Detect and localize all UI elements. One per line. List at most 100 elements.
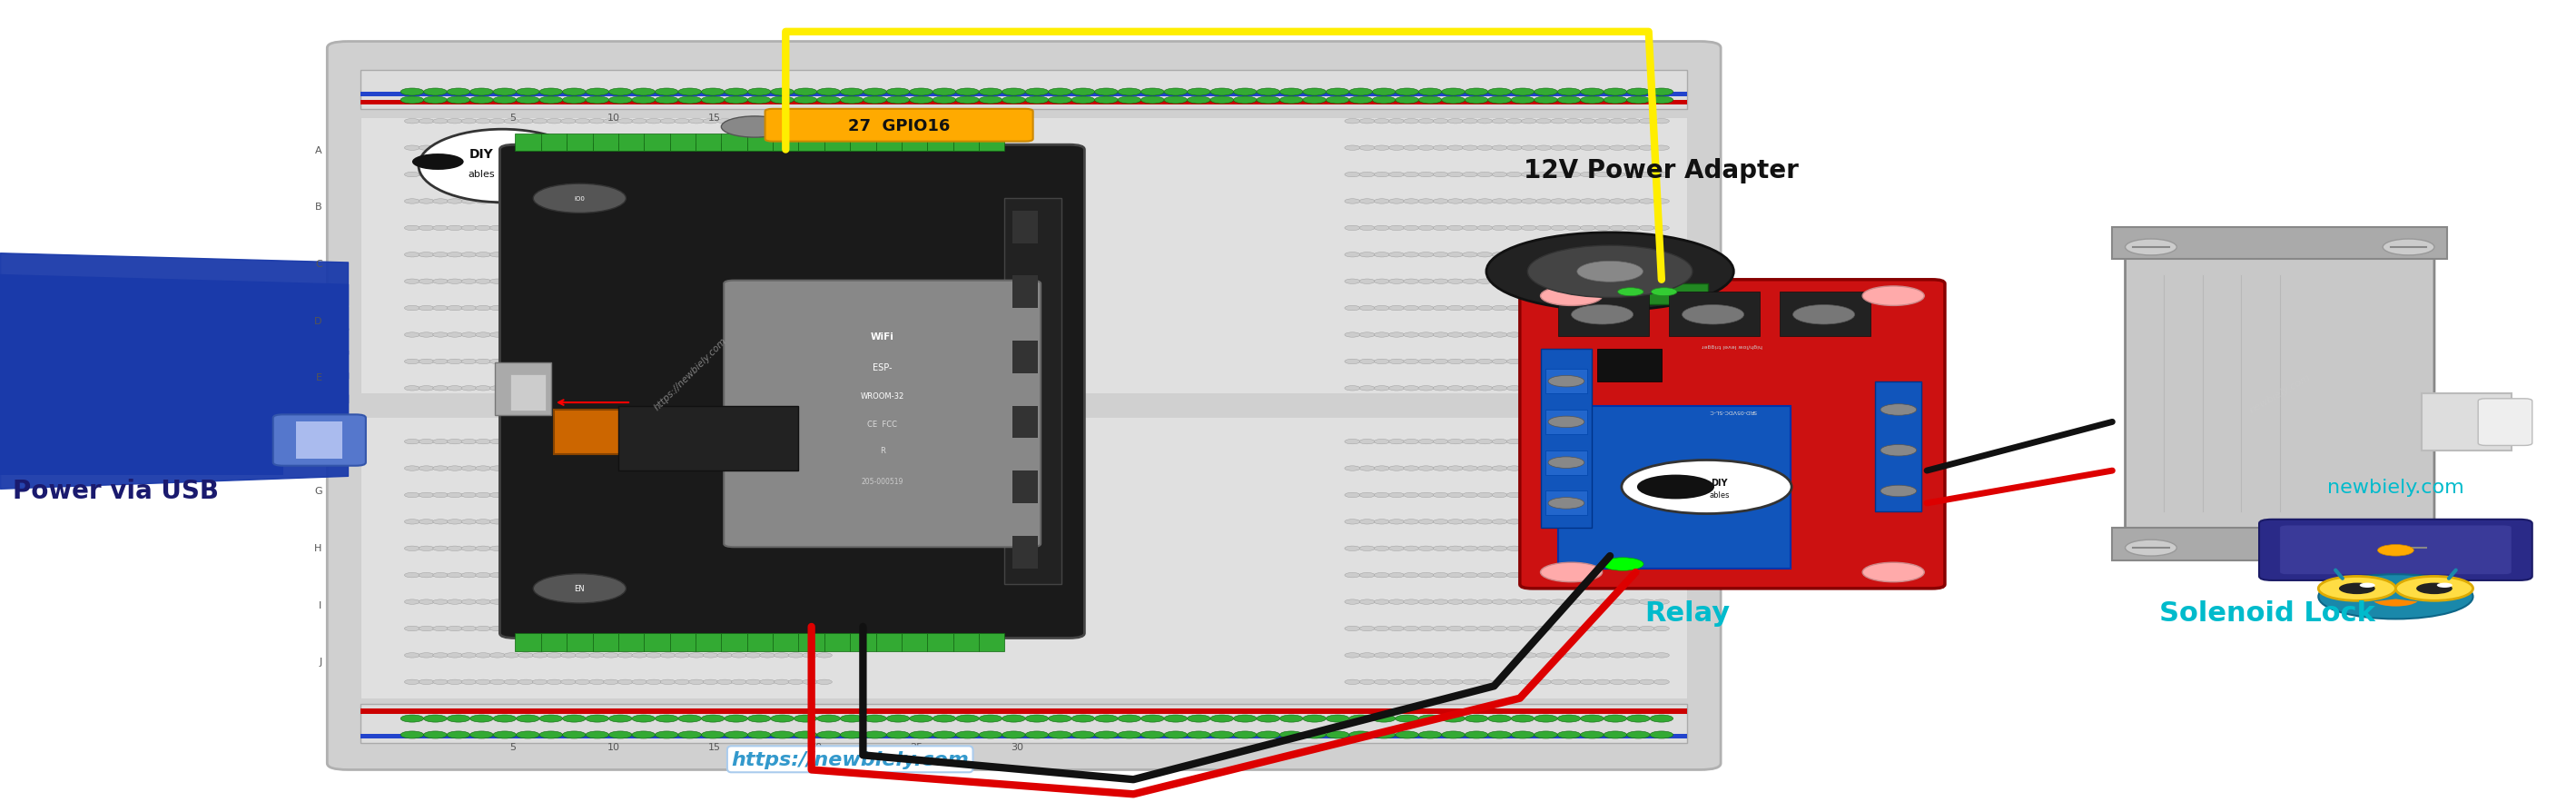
Circle shape bbox=[788, 493, 804, 498]
Circle shape bbox=[618, 333, 634, 338]
Circle shape bbox=[1303, 715, 1327, 723]
Circle shape bbox=[603, 493, 618, 498]
Circle shape bbox=[433, 520, 448, 525]
Circle shape bbox=[788, 360, 804, 365]
Circle shape bbox=[788, 520, 804, 525]
Circle shape bbox=[477, 387, 492, 391]
Circle shape bbox=[1388, 387, 1404, 391]
Circle shape bbox=[1548, 498, 1584, 509]
Circle shape bbox=[546, 466, 562, 471]
Circle shape bbox=[1280, 715, 1303, 723]
Circle shape bbox=[489, 333, 505, 338]
Circle shape bbox=[1419, 360, 1435, 365]
Circle shape bbox=[732, 626, 747, 631]
Circle shape bbox=[788, 466, 804, 471]
Circle shape bbox=[1257, 715, 1280, 723]
Bar bbox=[1546, 451, 1587, 475]
Circle shape bbox=[1404, 626, 1419, 631]
Circle shape bbox=[1535, 599, 1551, 604]
Circle shape bbox=[744, 466, 760, 471]
Circle shape bbox=[1566, 146, 1582, 151]
Circle shape bbox=[1492, 146, 1507, 151]
Circle shape bbox=[1360, 119, 1376, 124]
Circle shape bbox=[659, 439, 675, 444]
Circle shape bbox=[1654, 466, 1669, 471]
Circle shape bbox=[590, 119, 605, 124]
Circle shape bbox=[659, 306, 675, 311]
Circle shape bbox=[1625, 253, 1641, 257]
Circle shape bbox=[1535, 173, 1551, 178]
Circle shape bbox=[574, 520, 590, 525]
Circle shape bbox=[721, 117, 788, 138]
Circle shape bbox=[744, 520, 760, 525]
Circle shape bbox=[546, 253, 562, 257]
Text: ables: ables bbox=[469, 170, 495, 179]
Circle shape bbox=[760, 306, 775, 311]
Circle shape bbox=[489, 599, 505, 604]
Circle shape bbox=[688, 360, 703, 365]
Circle shape bbox=[1489, 89, 1512, 97]
Circle shape bbox=[422, 97, 446, 105]
Circle shape bbox=[1373, 387, 1388, 391]
Circle shape bbox=[420, 200, 435, 205]
Circle shape bbox=[1350, 715, 1373, 723]
Circle shape bbox=[788, 119, 804, 124]
Circle shape bbox=[1373, 146, 1388, 151]
Circle shape bbox=[1654, 360, 1669, 365]
Circle shape bbox=[956, 89, 979, 97]
Circle shape bbox=[1579, 279, 1595, 284]
Circle shape bbox=[1448, 599, 1463, 604]
Circle shape bbox=[1507, 360, 1522, 365]
Circle shape bbox=[1373, 412, 1388, 417]
Circle shape bbox=[716, 653, 732, 658]
Circle shape bbox=[533, 333, 549, 338]
Circle shape bbox=[760, 360, 775, 365]
Circle shape bbox=[675, 146, 690, 151]
Circle shape bbox=[448, 653, 464, 658]
Circle shape bbox=[1522, 333, 1538, 338]
FancyBboxPatch shape bbox=[2280, 525, 2512, 575]
Circle shape bbox=[1303, 731, 1327, 739]
Circle shape bbox=[760, 173, 775, 178]
Circle shape bbox=[448, 466, 464, 471]
Circle shape bbox=[1625, 146, 1641, 151]
Circle shape bbox=[1625, 439, 1641, 444]
Circle shape bbox=[1072, 715, 1095, 723]
Circle shape bbox=[1522, 439, 1538, 444]
Circle shape bbox=[817, 119, 832, 124]
Circle shape bbox=[574, 173, 590, 178]
Circle shape bbox=[618, 146, 634, 151]
Circle shape bbox=[801, 599, 817, 604]
Circle shape bbox=[1396, 731, 1419, 739]
Text: Solenoid Lock: Solenoid Lock bbox=[2159, 600, 2375, 626]
Circle shape bbox=[1360, 520, 1376, 525]
Circle shape bbox=[546, 653, 562, 658]
Circle shape bbox=[716, 439, 732, 444]
Circle shape bbox=[1404, 493, 1419, 498]
Circle shape bbox=[420, 360, 435, 365]
Circle shape bbox=[773, 546, 788, 551]
Circle shape bbox=[618, 626, 634, 631]
Ellipse shape bbox=[417, 130, 587, 203]
Text: CE  FCC: CE FCC bbox=[868, 421, 896, 429]
Circle shape bbox=[1595, 279, 1610, 284]
Circle shape bbox=[1595, 493, 1610, 498]
Bar bbox=[541, 633, 567, 651]
Circle shape bbox=[574, 360, 590, 365]
Circle shape bbox=[631, 680, 647, 685]
Bar bbox=[979, 633, 1005, 651]
Circle shape bbox=[1463, 412, 1479, 417]
Circle shape bbox=[404, 333, 420, 338]
Circle shape bbox=[533, 546, 549, 551]
Bar bbox=[721, 633, 747, 651]
Circle shape bbox=[1566, 493, 1582, 498]
Circle shape bbox=[1522, 466, 1538, 471]
Circle shape bbox=[618, 520, 634, 525]
Circle shape bbox=[1404, 653, 1419, 658]
Circle shape bbox=[631, 333, 647, 338]
Bar bbox=[1012, 406, 1038, 438]
Circle shape bbox=[562, 573, 577, 578]
Circle shape bbox=[562, 680, 577, 685]
Bar bbox=[644, 633, 670, 651]
Circle shape bbox=[1419, 173, 1435, 178]
